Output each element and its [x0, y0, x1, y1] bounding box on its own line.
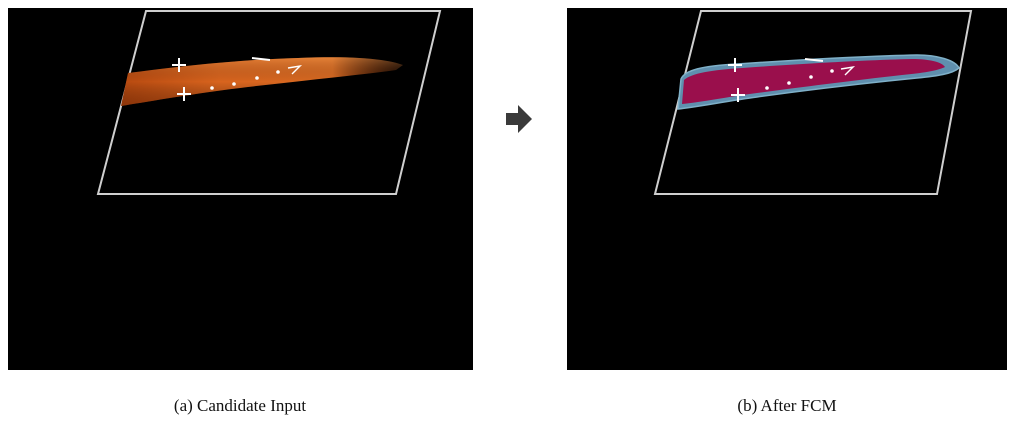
- volume-frame: [96, 10, 442, 195]
- caption-candidate-input: (a) Candidate Input: [173, 396, 307, 415]
- fcm-result-image: [567, 8, 1007, 370]
- fcm-result-scene: [653, 10, 973, 195]
- annotation-glyph: [804, 58, 856, 76]
- marker-dots: [765, 69, 834, 90]
- plus-marker-icon: [172, 58, 191, 101]
- marker-dots: [210, 70, 280, 90]
- candidate-input-scene: [96, 10, 442, 195]
- annotation-glyph: [251, 57, 303, 75]
- caption-after-fcm: (b) After FCM: [737, 396, 837, 415]
- candidate-input-image: [8, 8, 473, 370]
- fcm-core-region: [682, 59, 945, 104]
- plus-marker-icon: [728, 58, 745, 102]
- right-arrow-icon: [506, 105, 532, 133]
- volume-frame: [653, 10, 973, 195]
